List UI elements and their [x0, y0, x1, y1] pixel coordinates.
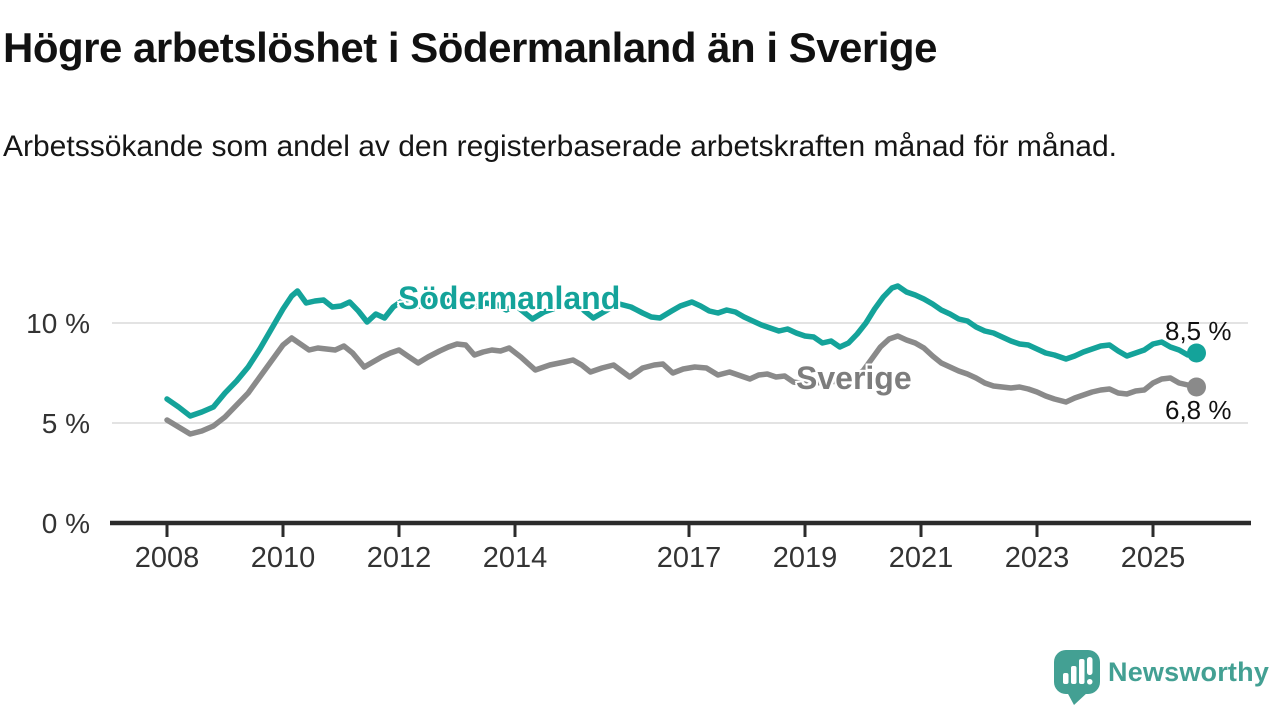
- x-tick-label: 2017: [657, 542, 722, 574]
- series-line-sverige: [164, 333, 1200, 437]
- y-tick-label: 5 %: [42, 408, 90, 439]
- series-line-södermanland: [164, 283, 1200, 419]
- x-tick-label: 2025: [1121, 542, 1186, 574]
- chart-title: Högre arbetslöshet i Södermanland än i S…: [3, 24, 937, 71]
- end-dot-sverige: [1187, 377, 1206, 397]
- x-tick-label: 2019: [773, 542, 838, 574]
- end-value-label-sodermanland: 8,5 %: [1165, 316, 1232, 346]
- chart-subtitle: Arbetssökande som andel av den registerb…: [3, 130, 1117, 163]
- series-label-sverige: Sverige: [796, 360, 912, 396]
- newsworthy-brand: Newsworthy: [1052, 646, 1278, 706]
- y-tick-label: 10 %: [26, 308, 90, 339]
- end-dot-södermanland: [1187, 343, 1206, 363]
- x-tick-label: 2021: [889, 542, 954, 574]
- brand-name: Newsworthy: [1108, 657, 1270, 687]
- x-tick-label: 2014: [483, 542, 548, 574]
- x-tick-label: 2012: [367, 542, 432, 574]
- y-tick-label: 0 %: [42, 508, 90, 539]
- end-value-label-sverige: 6,8 %: [1165, 395, 1232, 425]
- x-tick-label: 2008: [135, 542, 200, 574]
- x-tick-label: 2010: [251, 542, 316, 574]
- series-label-sodermanland: Södermanland: [398, 280, 621, 316]
- x-tick-label: 2023: [1005, 542, 1070, 574]
- newsworthy-logo-icon: [1054, 650, 1100, 705]
